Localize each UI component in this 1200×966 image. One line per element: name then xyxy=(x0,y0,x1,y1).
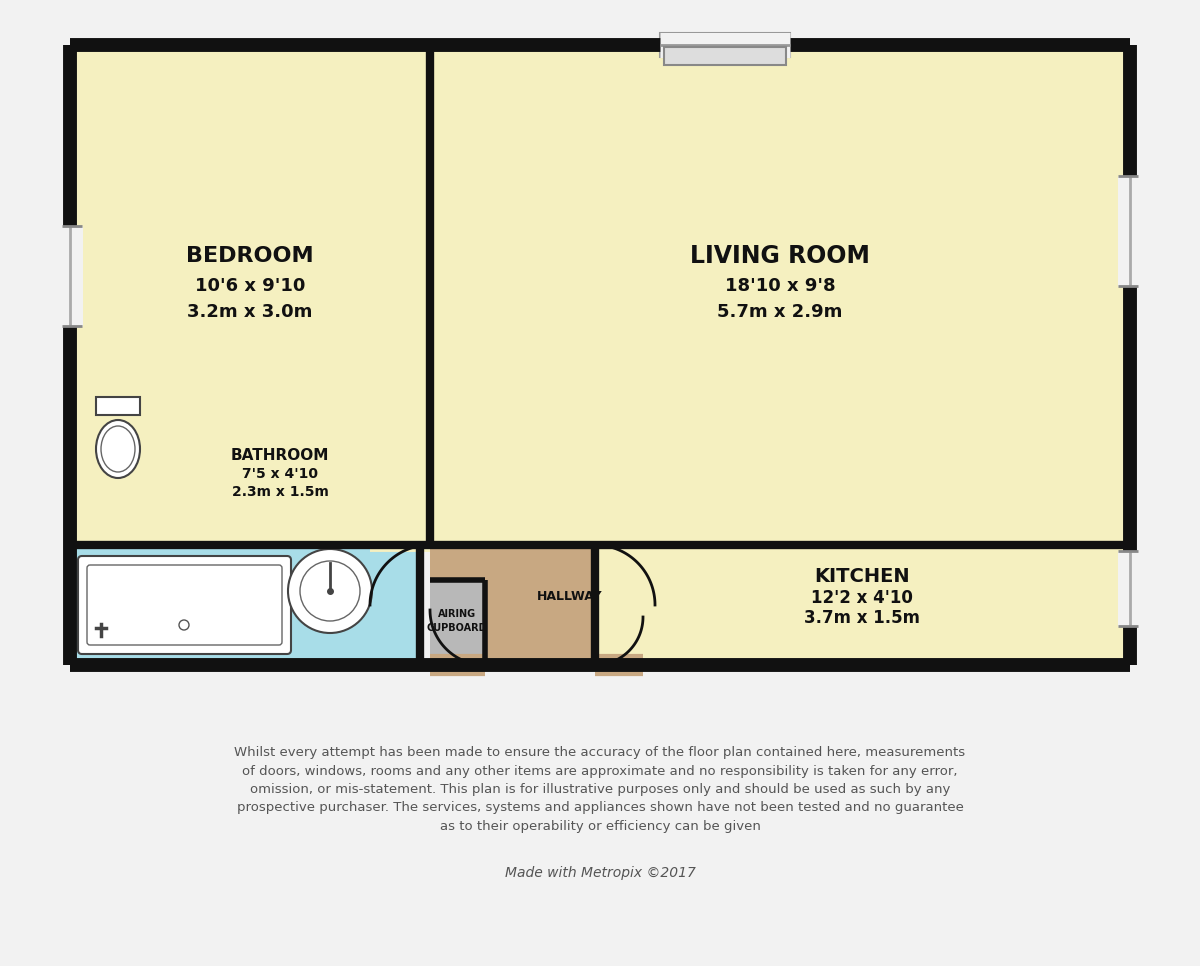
Text: HALLWAY: HALLWAY xyxy=(538,589,602,603)
Circle shape xyxy=(179,620,190,630)
Text: BATHROOM: BATHROOM xyxy=(230,448,329,464)
Circle shape xyxy=(300,561,360,621)
Text: BEDROOM: BEDROOM xyxy=(186,246,314,266)
Ellipse shape xyxy=(96,420,140,478)
Text: LIVING ROOM: LIVING ROOM xyxy=(690,244,870,268)
Text: 18'10 x 9'8: 18'10 x 9'8 xyxy=(725,277,835,295)
Circle shape xyxy=(288,549,372,633)
Bar xyxy=(430,45,1130,545)
Bar xyxy=(70,45,430,545)
Ellipse shape xyxy=(101,426,134,472)
FancyBboxPatch shape xyxy=(78,556,292,654)
Bar xyxy=(430,545,595,665)
Bar xyxy=(664,47,786,65)
Bar xyxy=(660,33,790,57)
Text: 5.7m x 2.9m: 5.7m x 2.9m xyxy=(718,303,842,321)
Text: KITCHEN: KITCHEN xyxy=(814,566,910,585)
FancyBboxPatch shape xyxy=(88,565,282,645)
Bar xyxy=(595,545,1130,665)
Text: Whilst every attempt has been made to ensure the accuracy of the floor plan cont: Whilst every attempt has been made to en… xyxy=(234,746,966,833)
Text: 12'2 x 4'10: 12'2 x 4'10 xyxy=(811,589,913,607)
Bar xyxy=(96,397,140,415)
Text: 7'5 x 4'10: 7'5 x 4'10 xyxy=(242,467,318,481)
Bar xyxy=(70,545,420,665)
Text: AIRING
CUPBOARD: AIRING CUPBOARD xyxy=(427,610,487,633)
Bar xyxy=(430,580,485,665)
Text: Made with Metropix ©2017: Made with Metropix ©2017 xyxy=(504,866,696,880)
Text: 10'6 x 9'10: 10'6 x 9'10 xyxy=(194,277,305,295)
Text: 2.3m x 1.5m: 2.3m x 1.5m xyxy=(232,485,329,499)
Text: 3.2m x 3.0m: 3.2m x 3.0m xyxy=(187,303,313,321)
Text: 3.7m x 1.5m: 3.7m x 1.5m xyxy=(804,609,920,627)
